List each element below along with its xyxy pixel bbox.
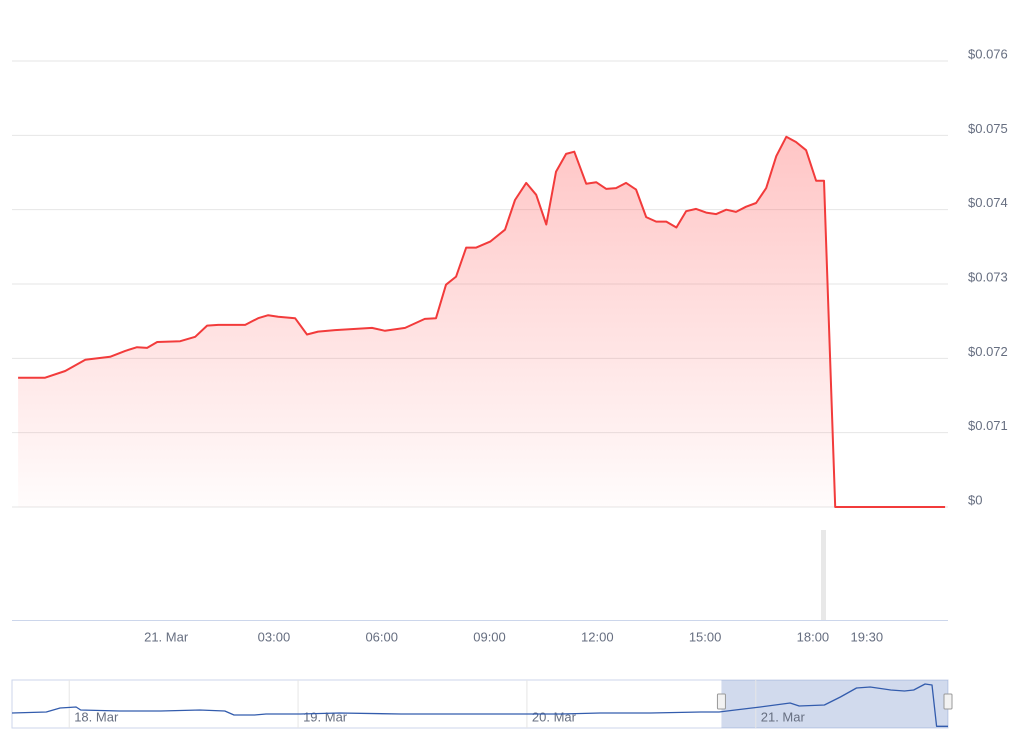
y-tick-label: $0.075 [968,121,1008,136]
x-tick-label: 21. Mar [144,629,189,644]
x-tick-label: 09:00 [473,629,506,644]
x-tick-label: 03:00 [258,629,291,644]
x-tick-label: 18:00 [797,629,830,644]
x-tick-label: 12:00 [581,629,614,644]
y-tick-label: $0.072 [968,344,1008,359]
price-line [18,135,946,508]
x-tick-label: 21. Mar [761,709,806,724]
y-tick-label: $0.071 [968,418,1008,433]
volume-bar [821,530,826,620]
x-tick-label: 06:00 [365,629,398,644]
x-tick-label: 18. Mar [74,709,119,724]
navigator-selection [721,680,948,728]
x-tick-label: 19:30 [851,629,884,644]
y-tick-label: $0.074 [968,195,1008,210]
y-tick-label: $0 [968,492,982,507]
navigator-handle [716,693,726,710]
x-tick-label: 19. Mar [303,709,348,724]
area-fill [18,136,946,508]
y-tick-label: $0.073 [968,269,1008,284]
navigator-handle [943,693,953,710]
x-tick-label: 20. Mar [532,709,577,724]
price-line [11,683,948,727]
y-tick-label: $0.076 [968,46,1008,61]
x-tick-label: 15:00 [689,629,722,644]
